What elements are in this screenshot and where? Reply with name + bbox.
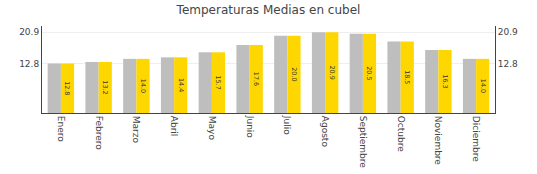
svg-text:Diciembre: Diciembre bbox=[471, 116, 481, 162]
svg-text:Agosto: Agosto bbox=[320, 116, 330, 148]
svg-text:20.9: 20.9 bbox=[498, 27, 518, 37]
svg-text:Noviembre: Noviembre bbox=[433, 116, 443, 166]
svg-text:Junio: Junio bbox=[245, 115, 255, 139]
svg-text:Julio: Julio bbox=[282, 115, 292, 135]
svg-text:20.9: 20.9 bbox=[328, 65, 336, 79]
svg-text:15.7: 15.7 bbox=[214, 76, 222, 90]
svg-text:12.8: 12.8 bbox=[19, 59, 39, 69]
svg-text:17.6: 17.6 bbox=[252, 72, 260, 86]
svg-text:20.5: 20.5 bbox=[365, 66, 373, 80]
svg-text:Septiembre: Septiembre bbox=[358, 116, 368, 169]
svg-text:Octubre: Octubre bbox=[396, 116, 406, 152]
svg-text:12.8: 12.8 bbox=[63, 81, 71, 95]
svg-text:Marzo: Marzo bbox=[131, 116, 141, 144]
svg-text:14.0: 14.0 bbox=[479, 79, 487, 93]
svg-text:Temperaturas Medias en cubel: Temperaturas Medias en cubel bbox=[176, 3, 361, 17]
svg-text:20.9: 20.9 bbox=[19, 27, 39, 37]
svg-text:Abril: Abril bbox=[169, 116, 179, 137]
svg-text:Mayo: Mayo bbox=[207, 116, 217, 141]
svg-text:20.0: 20.0 bbox=[290, 67, 298, 81]
svg-text:14.0: 14.0 bbox=[139, 79, 147, 93]
svg-text:13.2: 13.2 bbox=[101, 80, 109, 94]
svg-text:14.4: 14.4 bbox=[177, 78, 185, 92]
svg-text:18.5: 18.5 bbox=[403, 70, 411, 84]
svg-text:Febrero: Febrero bbox=[94, 116, 104, 150]
svg-text:12.8: 12.8 bbox=[498, 59, 518, 69]
svg-text:16.3: 16.3 bbox=[441, 74, 449, 88]
svg-text:Enero: Enero bbox=[56, 116, 66, 142]
